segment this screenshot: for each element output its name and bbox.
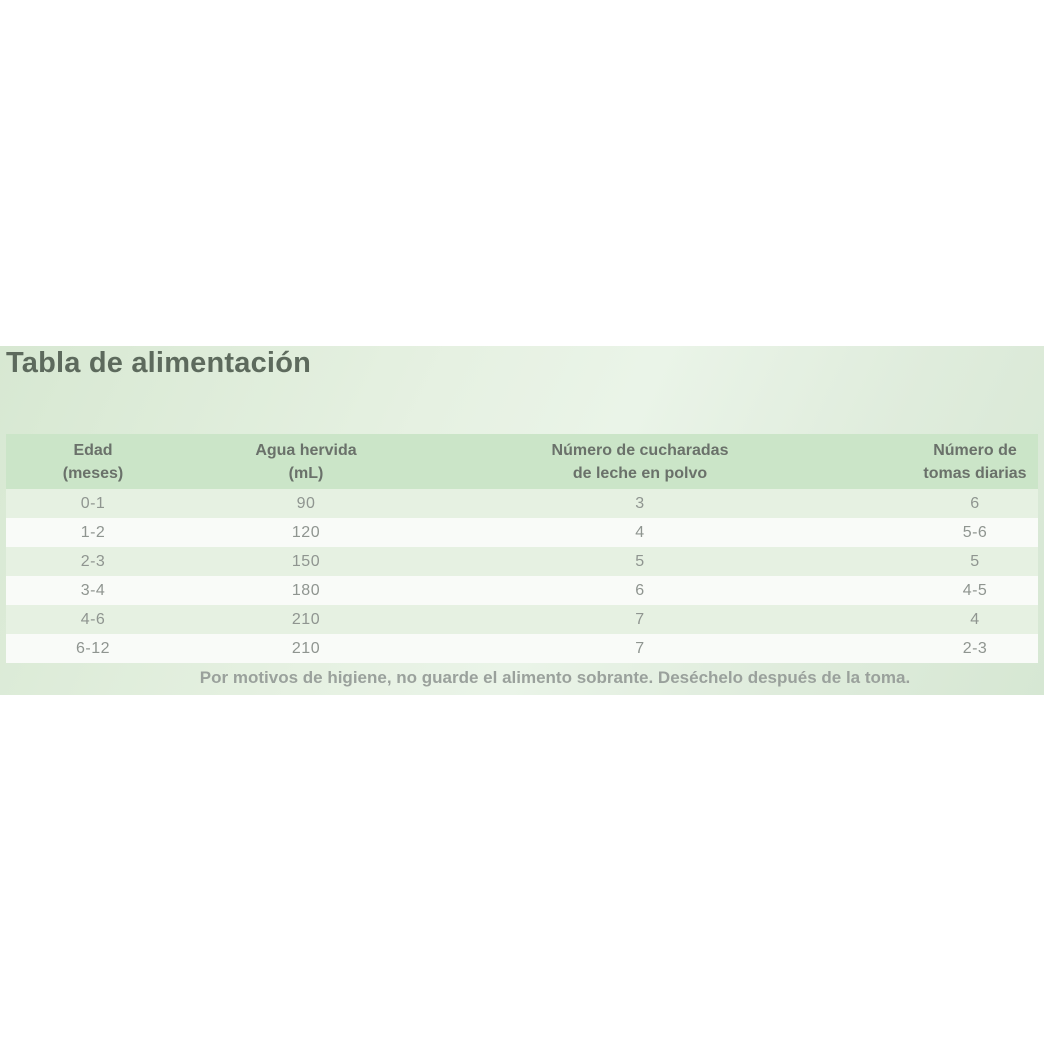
header-cell-tomas: Número de tomas diarias <box>848 434 1038 489</box>
table-row: 2-3 150 5 5 <box>6 547 1038 576</box>
cell-tomas: 5-6 <box>848 518 1038 547</box>
header-cell-cucharadas-line2: de leche en polvo <box>572 464 708 482</box>
header-cell-edad-line2: (meses) <box>62 464 124 482</box>
cell-agua: 90 <box>180 489 432 518</box>
header-cell-cucharadas-line1: Número de cucharadas <box>551 441 729 459</box>
cell-edad: 6-12 <box>6 634 180 663</box>
cell-cucharadas: 4 <box>432 518 848 547</box>
cell-tomas: 6 <box>848 489 1038 518</box>
feeding-table-body: 0-1 90 3 6 1-2 120 4 5-6 2-3 150 5 5 <box>6 489 1038 663</box>
table-row: 0-1 90 3 6 <box>6 489 1038 518</box>
header-cell-agua-line2: (mL) <box>288 464 324 482</box>
cell-agua: 120 <box>180 518 432 547</box>
cell-edad: 1-2 <box>6 518 180 547</box>
hygiene-note: Por motivos de higiene, no guarde el ali… <box>199 668 911 687</box>
cell-cucharadas: 7 <box>432 605 848 634</box>
cell-edad: 4-6 <box>6 605 180 634</box>
cell-cucharadas: 7 <box>432 634 848 663</box>
header-cell-tomas-line2: tomas diarias <box>923 464 1027 482</box>
cell-agua: 180 <box>180 576 432 605</box>
cell-agua: 150 <box>180 547 432 576</box>
feeding-table-head: Edad (meses) Agua hervida (mL) Número de… <box>6 434 1038 489</box>
cell-tomas: 2-3 <box>848 634 1038 663</box>
header-cell-tomas-line1: Número de <box>933 441 1017 459</box>
feeding-panel: Tabla de alimentación Edad (meses) Agua … <box>0 346 1044 695</box>
cell-cucharadas: 5 <box>432 547 848 576</box>
cell-agua: 210 <box>180 634 432 663</box>
header-cell-agua-line1: Agua hervida <box>255 441 357 459</box>
header-cell-edad-line1: Edad <box>73 441 113 459</box>
header-row: Edad (meses) Agua hervida (mL) Número de… <box>6 434 1038 489</box>
cell-cucharadas: 3 <box>432 489 848 518</box>
cell-tomas: 5 <box>848 547 1038 576</box>
cell-cucharadas: 6 <box>432 576 848 605</box>
cell-tomas: 4 <box>848 605 1038 634</box>
table-row: 3-4 180 6 4-5 <box>6 576 1038 605</box>
cell-edad: 2-3 <box>6 547 180 576</box>
header-cell-edad: Edad (meses) <box>6 434 180 489</box>
cell-edad: 0-1 <box>6 489 180 518</box>
header-cell-agua: Agua hervida (mL) <box>180 434 432 489</box>
feeding-table: Edad (meses) Agua hervida (mL) Número de… <box>6 434 1038 663</box>
cell-tomas: 4-5 <box>848 576 1038 605</box>
table-row: 6-12 210 7 2-3 <box>6 634 1038 663</box>
cell-edad: 3-4 <box>6 576 180 605</box>
cell-agua: 210 <box>180 605 432 634</box>
panel-title: Tabla de alimentación <box>6 347 312 379</box>
header-cell-cucharadas: Número de cucharadas de leche en polvo <box>432 434 848 489</box>
table-row: 4-6 210 7 4 <box>6 605 1038 634</box>
table-row: 1-2 120 4 5-6 <box>6 518 1038 547</box>
